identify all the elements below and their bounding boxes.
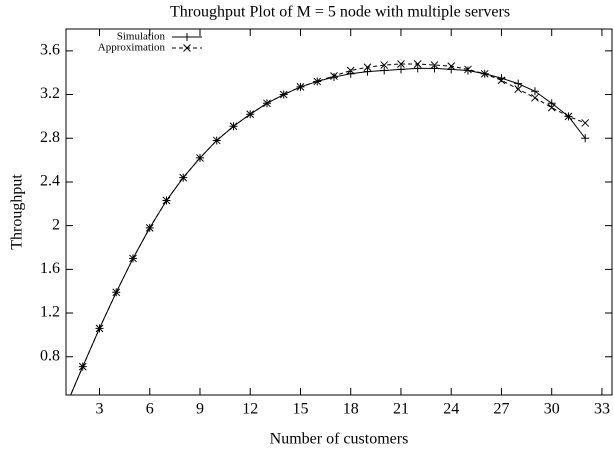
series-line — [70, 63, 586, 395]
x-tick-label: 24 — [443, 401, 459, 418]
point-marker — [95, 324, 104, 333]
plot-frame — [65, 28, 613, 396]
point-marker — [229, 122, 238, 131]
point-marker — [413, 64, 422, 73]
point-marker — [397, 60, 405, 68]
y-tick-label: 2.4 — [40, 173, 60, 190]
point-marker — [279, 90, 288, 99]
point-marker — [330, 72, 338, 80]
point-marker — [62, 402, 70, 410]
chart-title: Throughput Plot of M = 5 node with multi… — [170, 4, 510, 21]
point-marker — [162, 196, 171, 205]
point-marker — [212, 136, 221, 145]
point-marker — [447, 62, 456, 70]
y-tick-label: 0.8 — [40, 347, 60, 364]
legend-marker — [183, 33, 191, 41]
x-tick-label: 33 — [594, 401, 610, 418]
point-marker — [145, 223, 154, 232]
y-tick-label: 2.8 — [40, 129, 60, 146]
y-tick-label: 1.6 — [40, 260, 60, 277]
x-tick-label: 18 — [343, 401, 359, 418]
point-marker — [497, 76, 506, 85]
point-marker — [296, 83, 305, 91]
point-marker — [480, 69, 489, 78]
point-marker — [531, 93, 539, 102]
point-marker — [514, 85, 523, 93]
point-marker — [413, 60, 422, 68]
y-axis-label: Throughput — [9, 174, 26, 250]
legend-marker — [183, 44, 191, 52]
point-marker — [396, 65, 405, 74]
point-marker — [246, 110, 255, 119]
point-marker — [380, 61, 389, 69]
y-tick-label: 1.2 — [40, 304, 60, 321]
x-tick-label: 30 — [544, 401, 560, 418]
point-marker — [547, 99, 556, 108]
point-marker — [464, 65, 472, 74]
point-marker — [112, 288, 121, 297]
point-marker — [581, 134, 590, 143]
point-marker — [78, 362, 87, 371]
x-tick-label: 27 — [493, 401, 509, 418]
point-marker — [363, 63, 372, 72]
x-tick-label: 15 — [292, 401, 308, 418]
x-tick-label: 9 — [196, 401, 204, 418]
plot-area — [62, 60, 590, 410]
point-marker — [346, 66, 355, 75]
y-tick-label: 2 — [52, 216, 60, 233]
point-marker — [196, 154, 204, 162]
point-marker — [313, 77, 322, 86]
series-line — [70, 67, 586, 395]
point-marker — [179, 173, 188, 182]
point-marker — [380, 66, 389, 75]
y-tick-label: 3.2 — [40, 85, 60, 102]
x-tick-label: 3 — [95, 401, 103, 418]
point-marker — [129, 254, 137, 263]
x-axis-label: Number of customers — [270, 431, 409, 448]
point-marker — [547, 103, 556, 112]
point-marker — [263, 99, 271, 108]
x-tick-label: 6 — [146, 401, 154, 418]
point-marker — [564, 112, 573, 121]
point-marker — [329, 73, 338, 82]
x-tick-label: 21 — [393, 401, 409, 418]
point-marker — [581, 119, 590, 127]
point-marker — [363, 67, 372, 76]
point-marker — [514, 79, 523, 88]
x-tick-label: 12 — [242, 401, 258, 418]
y-tick-label: 3.6 — [40, 42, 60, 59]
point-marker — [530, 87, 539, 96]
legend-label: Simulation — [117, 31, 166, 43]
legend-label: Approximation — [98, 42, 166, 54]
point-marker — [430, 61, 439, 69]
point-marker — [63, 402, 70, 409]
